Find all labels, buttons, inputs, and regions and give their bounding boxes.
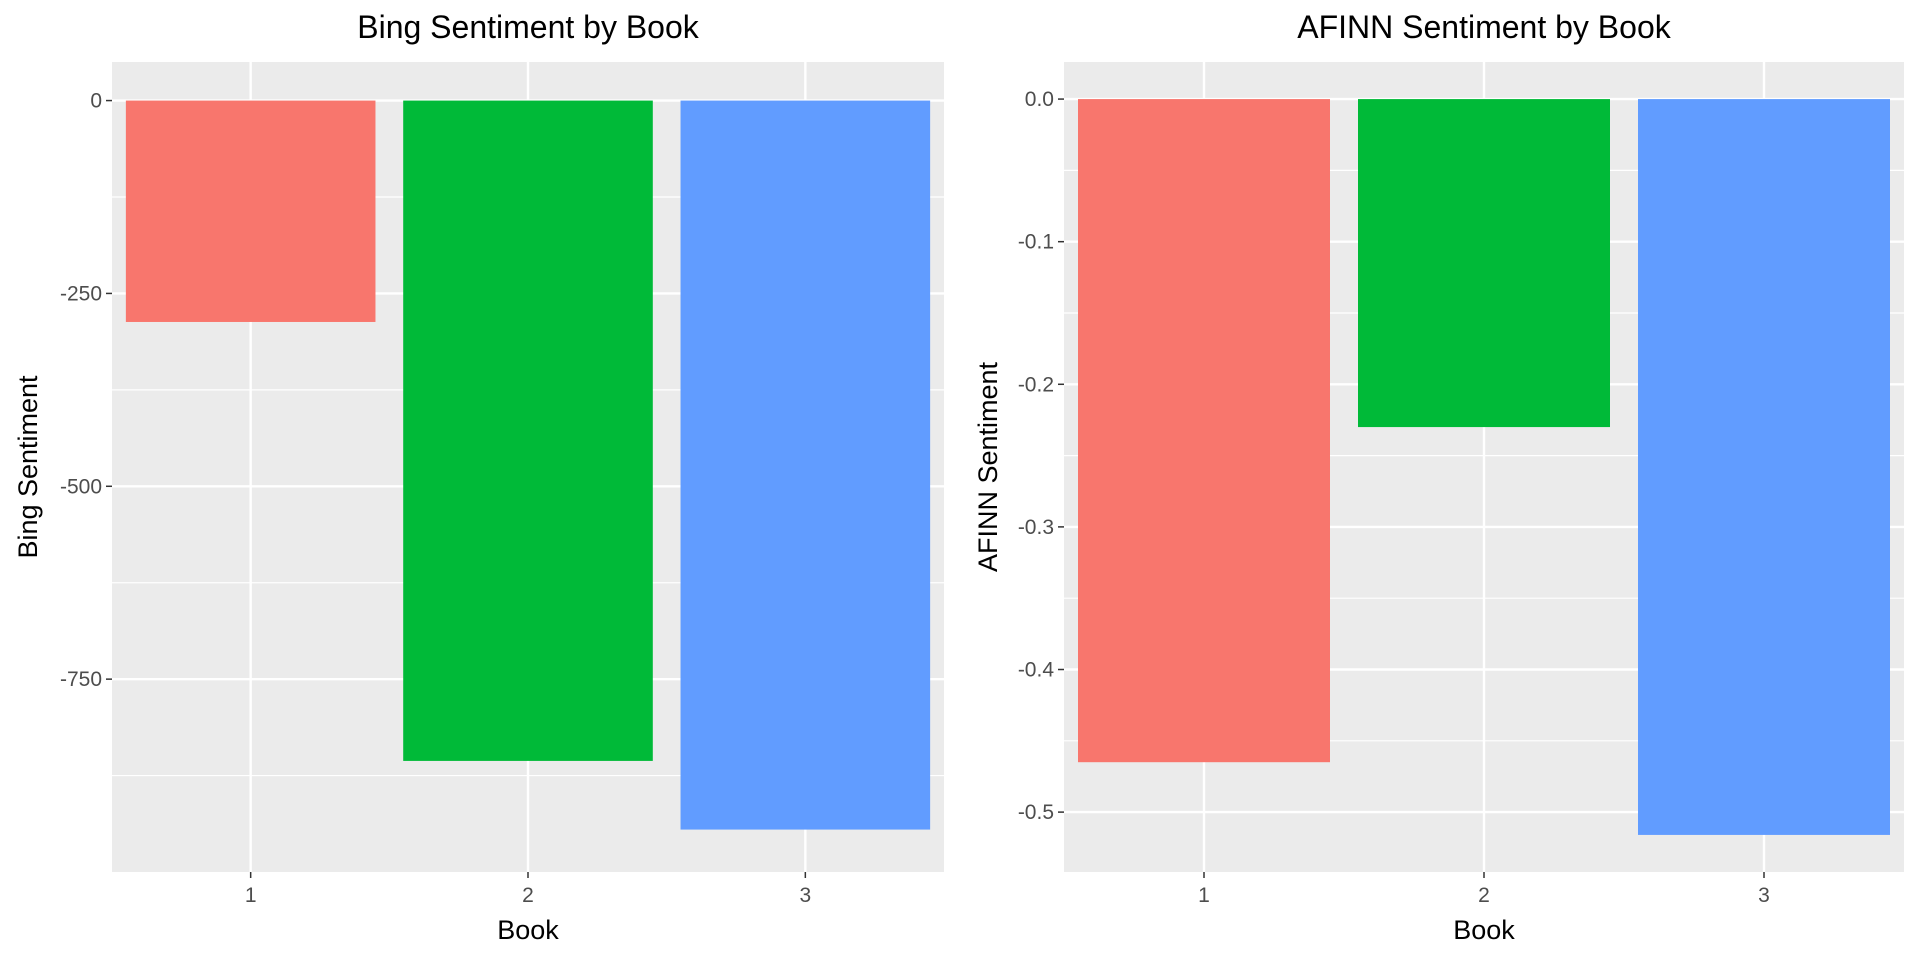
x-tick-label: 1: [245, 884, 257, 907]
x-tick-label: 2: [522, 884, 534, 907]
x-tick-label: 2: [1478, 884, 1490, 907]
bars: [125, 100, 931, 830]
y-tick-label: -0.3: [1018, 516, 1054, 539]
y-tick-label: 0: [90, 90, 102, 113]
y-tick-label: 0.0: [1025, 88, 1054, 111]
afinn-sentiment-chart: AFINN Sentiment by Book 0.0 -0.1 -0.2 -0.3 -…: [960, 0, 1920, 960]
chart-title: AFINN Sentiment by Book: [1297, 9, 1671, 45]
bar-book-3: [1638, 99, 1890, 835]
y-tick-label: -750: [60, 668, 102, 691]
x-tick-label: 3: [799, 884, 811, 907]
y-tick-label: -0.4: [1018, 659, 1055, 682]
bing-sentiment-chart: Bing Sentiment by Book 0 -250 -500 -750 1 2 3 …: [13, 9, 944, 945]
bar-book-1: [1078, 99, 1330, 763]
bar-book-2: [1358, 99, 1610, 428]
chart-title: Bing Sentiment by Book: [357, 9, 700, 45]
bar-book-2: [403, 100, 653, 761]
y-tick-label: -0.2: [1018, 373, 1054, 396]
y-tick-label: -0.1: [1018, 231, 1054, 254]
axes: 0.0 -0.1 -0.2 -0.3 -0.4 -0.5 1 2 3: [1018, 88, 1770, 907]
x-axis-title: Book: [1453, 915, 1515, 945]
afinn-chart-svg: AFINN Sentiment by Book 0.0 -0.1 -0.2 -0.3 -…: [973, 9, 1904, 945]
y-axis-title: Bing Sentiment: [13, 375, 43, 559]
y-axis-title: AFINN Sentiment: [973, 361, 1003, 572]
bars: [1078, 99, 1890, 835]
axes: 0 -250 -500 -750 1 2 3: [60, 90, 811, 907]
bar-book-3: [680, 100, 931, 830]
x-axis-title: Book: [497, 915, 559, 945]
x-tick-label: 1: [1198, 884, 1210, 907]
y-tick-label: -0.5: [1018, 801, 1054, 824]
y-tick-label: -500: [60, 475, 102, 498]
x-tick-label: 3: [1758, 884, 1770, 907]
y-tick-label: -250: [60, 282, 102, 305]
bar-book-1: [125, 100, 376, 322]
